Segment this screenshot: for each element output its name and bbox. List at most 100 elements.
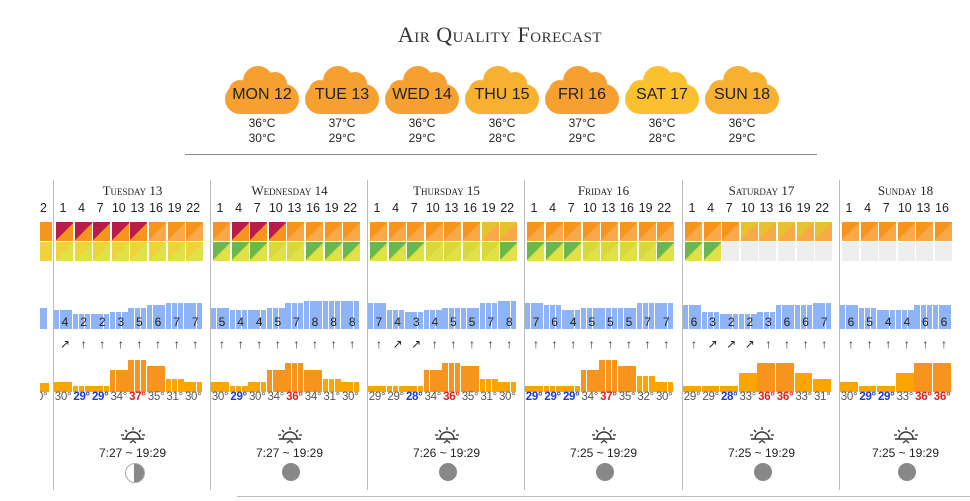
temp-bar xyxy=(285,363,291,392)
temp-bar xyxy=(341,382,347,392)
day-card[interactable]: TUE 13 37°C 29°C xyxy=(302,58,382,146)
bottom-divider xyxy=(237,496,970,497)
wind-bar xyxy=(91,314,97,329)
day-label: FRI 16 xyxy=(557,86,606,103)
temp-bar xyxy=(556,385,562,392)
day-card[interactable]: THU 15 36°C 28°C xyxy=(462,58,542,146)
temp-bar xyxy=(328,379,335,392)
wind-arrow: ↑ xyxy=(506,337,513,351)
wind-arrow: ↑ xyxy=(644,337,651,351)
wind-arrow: ↑ xyxy=(885,337,892,351)
wind-bar xyxy=(109,312,116,329)
wind-bar xyxy=(889,309,895,329)
wind-bar xyxy=(223,307,229,329)
temp-bar xyxy=(291,363,298,392)
sunrise-icon xyxy=(840,426,970,449)
aqi-cell xyxy=(56,222,73,241)
pm-cell xyxy=(897,242,915,261)
wind-bar xyxy=(776,305,782,329)
temp-bar xyxy=(593,369,599,392)
wind-arrow: ↑ xyxy=(922,337,929,351)
wind-bar xyxy=(587,307,593,329)
day-card[interactable]: MON 12 36°C 30°C xyxy=(222,58,302,146)
temp-value: 33° xyxy=(795,391,812,403)
high-temp: 36°C xyxy=(248,116,276,130)
hour-label: 13 xyxy=(601,201,616,215)
aqi-cell xyxy=(703,222,721,241)
day-card[interactable]: FRI 16 37°C 29°C xyxy=(542,58,622,146)
wind-bar xyxy=(184,302,190,329)
wind-speed: 3 xyxy=(117,315,125,329)
temp-bar xyxy=(630,366,636,392)
day-card[interactable]: SUN 18 36°C 29°C xyxy=(702,58,782,146)
pm-cell xyxy=(564,242,582,261)
temp-bar xyxy=(448,363,455,392)
temp-bar xyxy=(840,382,858,392)
day-column: Friday 16 1 4 7 10 13 16 19 22 7 6 4 5 5 5 7 7 ↑ ↑ ↑ ↑ ↑ ↑ ↑ ↑ 29… xyxy=(525,180,682,490)
aqi-cell xyxy=(740,222,758,241)
pm-cell xyxy=(685,242,702,261)
high-temp: 36°C xyxy=(488,116,516,130)
low-temp: 29°C xyxy=(568,131,596,145)
page-title: Air Quality Forecast xyxy=(397,22,603,47)
hour-label: 7 xyxy=(96,201,104,215)
aqi-cell xyxy=(481,222,499,241)
wind-speed: 4 xyxy=(431,315,439,329)
wind-speed: 6 xyxy=(154,315,162,329)
temp-bar xyxy=(91,385,97,392)
wind-bar xyxy=(807,305,813,329)
temp-bar xyxy=(813,379,831,392)
moon-phase-icon xyxy=(281,463,300,481)
hour-label: 10 xyxy=(425,201,440,215)
temp-bar xyxy=(242,385,248,392)
sunrise-sunset-time: 7:25 ~ 19:29 xyxy=(871,446,940,460)
wind-bar xyxy=(66,309,72,329)
temp-bar xyxy=(310,369,316,392)
hour-label: 22 xyxy=(815,201,830,215)
temp-value: 36° xyxy=(758,391,775,403)
pm-cell xyxy=(545,242,563,261)
day-column: Tuesday 13 1 4 7 10 13 16 19 22 4 2 2 3 5 6 7 7 ↗ ↑ ↑ ↑ ↑ ↑ ↑ ↑ 3… xyxy=(54,180,211,490)
high-temp: 37°C xyxy=(568,116,596,130)
day-card[interactable]: SAT 17 36°C 28°C xyxy=(622,58,702,146)
wind-arrow: ↑ xyxy=(663,337,670,351)
temp-value: 31° xyxy=(323,391,340,403)
pm-cell xyxy=(444,242,462,261)
wind-bar xyxy=(97,314,103,329)
wind-bar xyxy=(116,312,122,329)
wind-speed: 4 xyxy=(255,315,263,329)
wind-bar xyxy=(599,307,605,329)
wind-bar xyxy=(341,300,347,329)
temp-bar xyxy=(223,382,229,392)
wind-bar xyxy=(140,307,147,329)
wind-arrow: ↑ xyxy=(866,337,873,351)
wind-bar xyxy=(229,309,235,329)
temp-bar xyxy=(858,385,877,392)
aqi-cell xyxy=(306,222,323,241)
pm-cell xyxy=(759,242,777,261)
temp-bar xyxy=(720,386,738,392)
wind-bar xyxy=(574,309,580,329)
aqi-cell xyxy=(130,222,148,241)
pm-cell xyxy=(186,242,204,261)
hour-label: 10 xyxy=(740,201,755,215)
wind-arrow: ↑ xyxy=(173,337,180,351)
day-card[interactable]: WED 14 36°C 29°C xyxy=(382,58,462,146)
pm-cell xyxy=(638,242,656,261)
day-separator xyxy=(682,180,683,490)
wind-bar xyxy=(153,305,159,329)
temp-bar xyxy=(683,385,701,392)
wind-bar xyxy=(448,307,454,329)
temp-bar xyxy=(485,379,492,392)
temp-bar xyxy=(254,382,260,392)
temp-bar xyxy=(636,376,643,392)
hour-label: 13 xyxy=(444,201,459,215)
wind-bar xyxy=(908,309,914,329)
temp-bar xyxy=(568,385,574,392)
wind-bar xyxy=(800,305,807,329)
temp-bar xyxy=(417,386,424,392)
wind-bar xyxy=(442,307,448,329)
temp-value: 30° xyxy=(655,391,673,403)
wind-speed: 4 xyxy=(569,315,577,329)
wind-arrow: ↗ xyxy=(726,337,737,351)
